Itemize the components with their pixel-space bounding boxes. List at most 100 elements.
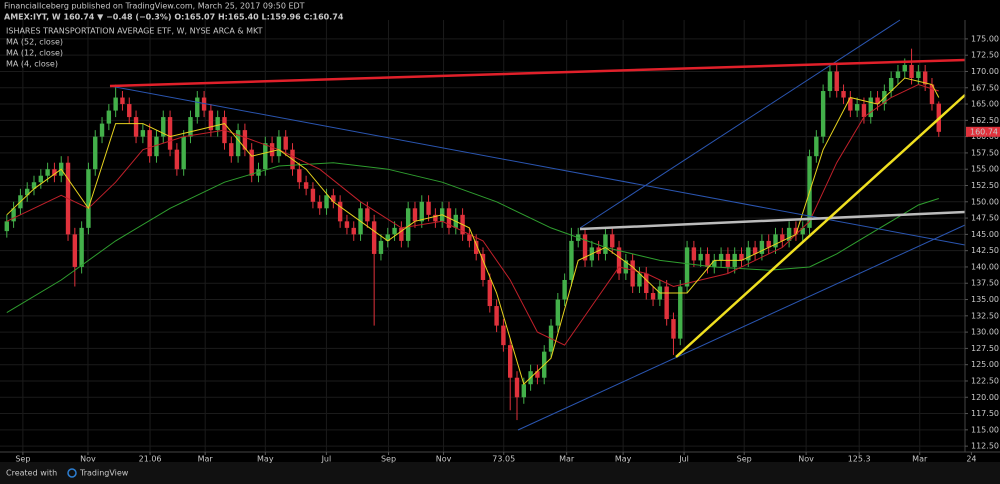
candle-body	[201, 97, 207, 111]
y-tick-label: 170.00	[971, 67, 999, 76]
candle-body	[174, 149, 180, 170]
candle-body	[814, 136, 819, 157]
y-tick-label: 135.00	[971, 295, 999, 304]
candle-body	[739, 253, 744, 261]
y-tick-label: 157.50	[971, 148, 999, 157]
candle-body	[378, 240, 384, 254]
candle-body	[501, 325, 506, 346]
candle-body	[161, 117, 166, 137]
x-tick-label: Nov	[436, 455, 452, 464]
chart-title: ISHARES TRANSPORTATION AVERAGE ETF, W, N…	[6, 27, 263, 36]
y-tick-label: 165.00	[971, 100, 999, 109]
candle-body	[780, 234, 785, 241]
candle-body	[616, 247, 622, 274]
candle-body	[752, 247, 758, 254]
candle-body	[31, 182, 37, 189]
candle-body	[399, 227, 404, 241]
candle-body	[99, 123, 105, 137]
y-tick-label: 137.50	[971, 279, 999, 288]
candle-body	[759, 240, 765, 254]
candle-body	[147, 130, 152, 157]
candle-body	[392, 227, 397, 235]
candle-body	[705, 253, 710, 267]
candle-body	[412, 208, 418, 222]
candle-body	[902, 64, 907, 72]
candle-body	[888, 77, 894, 92]
y-tick-label: 125.00	[971, 360, 999, 369]
candle-body	[208, 110, 214, 131]
publisher: FinancialIceberg published on TradingVie…	[4, 2, 305, 11]
candle-body	[167, 117, 173, 150]
candle-body	[916, 71, 921, 78]
candle-body	[276, 136, 282, 157]
candle-body	[113, 97, 118, 111]
candle-body	[269, 143, 275, 157]
x-tick-label: Sep	[15, 455, 30, 464]
candle-body	[610, 234, 615, 248]
candle-body	[664, 286, 669, 320]
candle-body	[419, 201, 424, 222]
x-tick-label: May	[615, 455, 632, 464]
trendlines	[109, 19, 966, 431]
candle-body	[127, 104, 132, 118]
candle-body	[793, 227, 799, 235]
candle-body	[473, 240, 479, 254]
x-tick-label: 125.3	[848, 455, 871, 464]
x-tick-label: Mar	[559, 455, 575, 464]
candle-body	[229, 143, 234, 157]
candle-body	[603, 234, 608, 254]
candle-body	[331, 195, 336, 202]
candle-body	[79, 227, 84, 267]
candle-body	[4, 221, 10, 232]
y-tick-label: 167.50	[971, 83, 999, 92]
logo	[67, 468, 77, 478]
candle-body	[718, 253, 724, 261]
y-tick-label: 172.50	[971, 51, 999, 60]
candle-body	[337, 201, 343, 222]
candle-body	[351, 227, 356, 235]
candle-body	[433, 214, 438, 222]
candle-body	[569, 240, 574, 280]
y-tick-label: 175.00	[971, 34, 999, 43]
last-price-label: 160.74	[970, 127, 998, 136]
candle-body	[834, 71, 839, 92]
candle-body	[72, 234, 78, 267]
candle-body	[140, 130, 146, 137]
ma-line	[6, 162, 939, 314]
candle-body	[181, 136, 186, 170]
candle-body	[242, 130, 248, 150]
y-tick-label: 115.00	[971, 425, 999, 434]
candle-body	[480, 253, 486, 280]
y-tick-label: 152.50	[971, 181, 999, 190]
y-tick-label: 162.50	[971, 116, 999, 125]
candle-body	[671, 319, 676, 339]
trendline	[109, 58, 966, 88]
candle-body	[895, 71, 901, 78]
x-tick-label: Jul	[321, 455, 332, 464]
candle-body	[487, 279, 492, 307]
footer-text: Created with	[6, 469, 57, 478]
candle-body	[303, 182, 309, 189]
candle-body	[650, 293, 656, 300]
y-tick-label: 127.50	[971, 344, 999, 353]
candle-body	[45, 169, 50, 176]
candle-body	[371, 221, 377, 254]
x-tick-label: Mar	[198, 455, 214, 464]
trendline	[579, 210, 966, 231]
candle-body	[786, 227, 792, 241]
candle-body	[154, 136, 159, 157]
candle-body	[11, 208, 16, 222]
trendline	[517, 224, 966, 431]
candle-body	[120, 97, 125, 105]
y-tick-label: 142.50	[971, 246, 999, 255]
x-tick-label: 73.05	[492, 455, 515, 464]
candle-body	[106, 110, 112, 124]
footer-brand[interactable]: TradingView	[79, 469, 129, 478]
y-tick-label: 132.50	[971, 311, 999, 320]
candle-body	[555, 299, 561, 326]
y-tick-label: 112.50	[971, 442, 999, 451]
y-tick-label: 155.00	[971, 165, 999, 174]
candle-body	[283, 136, 288, 150]
candle-body	[535, 371, 540, 378]
candle-body	[514, 377, 520, 398]
